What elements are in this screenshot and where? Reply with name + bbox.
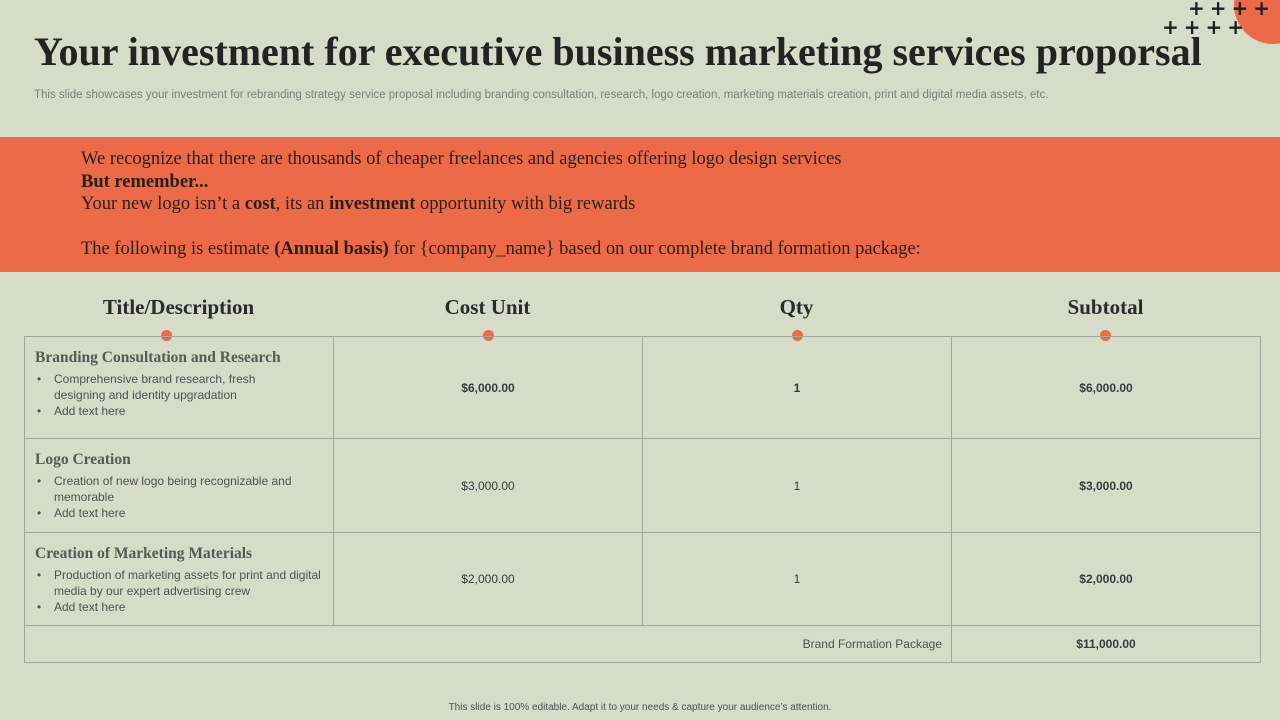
banner-line-3-text: , its an <box>275 194 330 214</box>
row-title: Logo Creation <box>35 451 131 468</box>
intro-banner: We recognize that there are thousands of… <box>0 137 1280 272</box>
row-bullet: Add text here <box>35 403 323 419</box>
header-dot-marker <box>792 330 803 341</box>
banner-line-4-text: for {company_name} based on our complete… <box>388 239 921 259</box>
banner-cost-word: cost <box>244 194 276 214</box>
slide-title: Your investment for executive business m… <box>34 29 1202 74</box>
column-header-title: Title/Description <box>102 295 255 319</box>
table-row: Branding Consultation and Research Compr… <box>24 336 1261 439</box>
header-dot-marker <box>1100 330 1111 341</box>
row-bullet: Add text here <box>35 505 323 521</box>
row-description: Logo Creation Creation of new logo being… <box>24 438 334 533</box>
banner-line-4-text: The following is estimate <box>81 239 275 259</box>
row-description: Creation of Marketing Materials Producti… <box>24 532 334 626</box>
row-cost: $6,000.00 <box>333 336 643 439</box>
row-title: Branding Consultation and Research <box>35 349 281 366</box>
row-title: Creation of Marketing Materials <box>35 545 253 562</box>
column-header-qty: Qty <box>779 295 814 319</box>
total-row: Brand Formation Package $11,000.00 <box>24 625 1261 663</box>
row-bullet: Creation of new logo being recognizable … <box>35 473 323 505</box>
column-header-cost: Cost Unit <box>444 295 531 319</box>
row-cost: $2,000.00 <box>333 532 643 626</box>
row-qty: 1 <box>642 336 952 439</box>
row-qty: 1 <box>642 532 952 626</box>
table-row: Logo Creation Creation of new logo being… <box>24 438 1261 533</box>
row-bullet: Production of marketing assets for print… <box>35 567 323 599</box>
banner-line-3-text: opportunity with big rewards <box>415 194 636 214</box>
row-qty: 1 <box>642 438 952 533</box>
total-value: $11,000.00 <box>951 625 1261 663</box>
slide-subtitle: This slide showcases your investment for… <box>34 89 1049 101</box>
banner-investment-word: investment <box>329 194 416 214</box>
row-cost: $3,000.00 <box>333 438 643 533</box>
column-header-subtotal: Subtotal <box>1067 295 1144 319</box>
pricing-table: Branding Consultation and Research Compr… <box>24 336 1261 663</box>
banner-line-3-text: Your new logo isn’t a <box>81 194 245 214</box>
row-bullet: Comprehensive brand research, fresh desi… <box>35 371 323 403</box>
banner-line-4: The following is estimate (Annual basis)… <box>81 239 921 260</box>
row-subtotal: $6,000.00 <box>951 336 1261 439</box>
banner-line-2: But remember... <box>81 172 209 192</box>
row-description: Branding Consultation and Research Compr… <box>24 336 334 439</box>
slide-footer: This slide is 100% editable. Adapt it to… <box>448 702 832 713</box>
row-subtotal: $3,000.00 <box>951 438 1261 533</box>
header-dot-marker <box>161 330 172 341</box>
banner-line-3: Your new logo isn’t a cost, its an inves… <box>81 194 635 215</box>
header-dot-marker <box>483 330 494 341</box>
plus-pattern-top: ++++ <box>1188 0 1276 20</box>
banner-line-1: We recognize that there are thousands of… <box>81 149 842 169</box>
banner-annual-basis: (Annual basis) <box>274 239 389 259</box>
row-subtotal: $2,000.00 <box>951 532 1261 626</box>
plus-pattern-bottom: ++++ <box>1162 15 1250 39</box>
total-label: Brand Formation Package <box>24 625 952 663</box>
table-row: Creation of Marketing Materials Producti… <box>24 532 1261 626</box>
row-bullet: Add text here <box>35 599 323 615</box>
